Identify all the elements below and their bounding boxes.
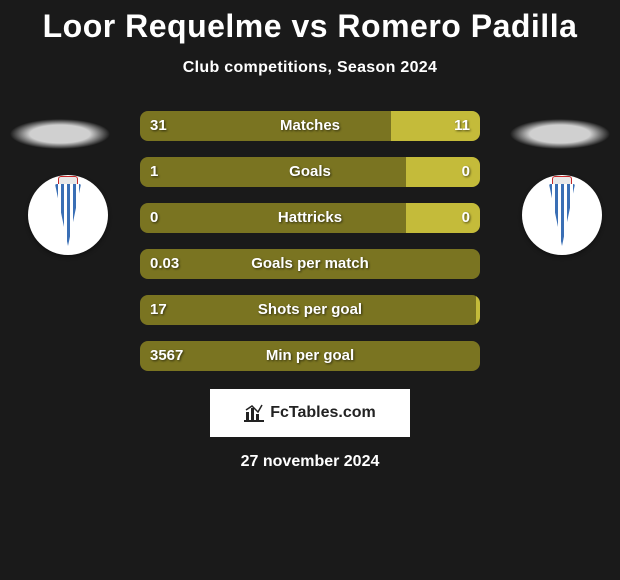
chart-icon xyxy=(244,404,264,422)
stat-label: Matches xyxy=(140,111,480,141)
stats-bars: 3111Matches 10Goals 00Hattricks 0.03Goals p… xyxy=(140,111,480,387)
club-badge-right xyxy=(522,175,602,255)
stat-row: 3111Matches xyxy=(140,111,480,141)
stat-row: 10Goals xyxy=(140,157,480,187)
page-title: Loor Requelme vs Romero Padilla xyxy=(0,0,620,45)
footer-date: 27 november 2024 xyxy=(0,453,620,471)
stat-row: 3567Min per goal xyxy=(140,341,480,371)
player-silhouette-left xyxy=(10,119,110,149)
stat-label: Goals xyxy=(140,157,480,187)
badge-shield-icon xyxy=(549,184,575,246)
comparison-widget: Loor Requelme vs Romero Padilla Club com… xyxy=(0,0,620,580)
stat-label: Hattricks xyxy=(140,203,480,233)
branding-box: FcTables.com xyxy=(210,389,410,437)
stat-row: 0.03Goals per match xyxy=(140,249,480,279)
badge-shield-icon xyxy=(55,184,81,246)
stat-label: Min per goal xyxy=(140,341,480,371)
stat-label: Shots per goal xyxy=(140,295,480,325)
player-silhouette-right xyxy=(510,119,610,149)
branding-text: FcTables.com xyxy=(270,404,376,422)
stat-row: 17Shots per goal xyxy=(140,295,480,325)
club-badge-left xyxy=(28,175,108,255)
page-subtitle: Club competitions, Season 2024 xyxy=(0,59,620,77)
stat-row: 00Hattricks xyxy=(140,203,480,233)
stat-label: Goals per match xyxy=(140,249,480,279)
